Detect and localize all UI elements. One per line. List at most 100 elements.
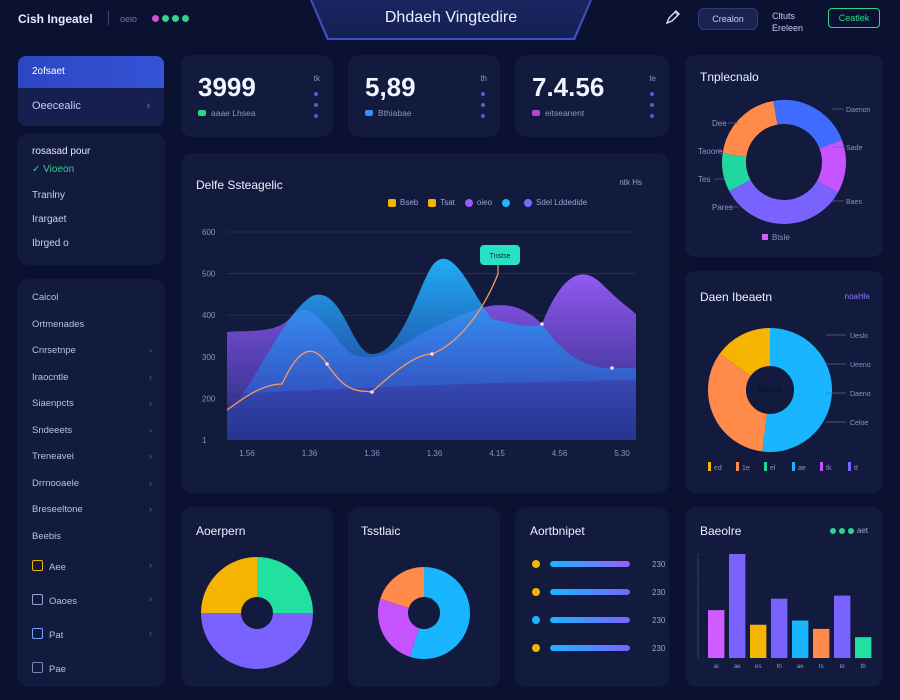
sidebar-nav-item[interactable]: Drrnooaele ›: [32, 478, 152, 489]
bar-chart-legend: aet: [829, 526, 868, 535]
sidebar-icon-item[interactable]: Pae: [32, 662, 152, 675]
sidebar-section-primary: rosasad pour ✓ Vioeon Tranlny Irargaet I…: [18, 134, 164, 264]
bar[interactable]: [855, 637, 872, 658]
chevron-right-icon: ›: [148, 594, 152, 605]
progress-row[interactable]: 230: [532, 614, 672, 626]
sidebar-item-overview[interactable]: Oeecealic ›: [18, 88, 164, 126]
pie-card-filter[interactable]: noaHle: [844, 292, 870, 301]
donut-slice[interactable]: [773, 100, 842, 150]
chevron-right-icon: ›: [148, 345, 152, 356]
header-action-button[interactable]: Ceatlek: [828, 8, 880, 28]
sidebar-icon-item[interactable]: Pat ›: [32, 628, 152, 641]
main-chart-card: Delfe Ssteagelic ntk Hs Bseb Tsat oieo Sdel…: [182, 154, 668, 492]
data-point[interactable]: [540, 322, 544, 326]
sidebar-nav-item[interactable]: Cnrsetnpe ›: [32, 345, 152, 356]
progress-row[interactable]: 230: [532, 642, 672, 654]
main-chart-title: Delfe Ssteagelic: [196, 178, 283, 192]
data-point[interactable]: [430, 352, 434, 356]
sidebar-nav-item[interactable]: Ortmenades: [32, 319, 152, 330]
sidebar-item-ibrged[interactable]: Ibrged o: [32, 238, 69, 249]
progress-dot: [532, 588, 540, 596]
pen-icon[interactable]: [664, 8, 682, 26]
legend-label: ed: [714, 465, 722, 472]
donut-slice[interactable]: [729, 179, 838, 224]
x-tick-label: ae: [797, 663, 805, 670]
header-button[interactable]: Crealon: [698, 8, 758, 30]
bar[interactable]: [813, 628, 830, 658]
progress-dot: [532, 644, 540, 652]
donut-slice[interactable]: [816, 139, 846, 193]
donut-slice[interactable]: [722, 100, 779, 158]
pie-card-title: Tnplecnalo: [700, 70, 759, 84]
donut-slice[interactable]: [380, 567, 426, 610]
kpi-unit: tk: [313, 74, 320, 83]
sidebar-icon-item[interactable]: Oaoes ›: [32, 594, 152, 607]
progress-track: [550, 617, 630, 623]
sidebar-item-vioeon[interactable]: ✓ Vioeon: [32, 164, 74, 175]
progress-row[interactable]: 230: [532, 558, 672, 570]
kpi-card-1[interactable]: 3999 tk aaae Lhsea: [182, 56, 332, 136]
kpi-card-2[interactable]: 5,89 th Bthiabae: [349, 56, 499, 136]
donut-slice[interactable]: [409, 567, 470, 659]
pie-label-left: Pares: [712, 203, 733, 212]
bar[interactable]: [729, 554, 746, 658]
chevron-right-icon: ›: [148, 424, 152, 436]
x-tick-label: ts: [819, 663, 825, 670]
x-tick-label: 5.30: [614, 449, 630, 458]
donut-slice[interactable]: [708, 353, 769, 452]
legend-item: Tsat: [428, 198, 455, 207]
sidebar-nav-item[interactable]: Breseeltone ›: [32, 504, 152, 515]
sidebar-nav-item[interactable]: Iraocntle ›: [32, 372, 152, 383]
bar[interactable]: [750, 624, 767, 658]
donut-center-label: Rione: [757, 384, 782, 394]
donut-slice[interactable]: [201, 557, 259, 615]
sidebar-nav-item[interactable]: Caicol: [32, 292, 152, 303]
sidebar-icon-item[interactable]: Aee ›: [32, 560, 152, 573]
progress-list-card: Aortbnipet 230 230 230 230: [516, 508, 668, 686]
donut-card-a: Aoerpern: [182, 508, 332, 686]
progress-row[interactable]: 230: [532, 586, 672, 598]
sidebar-item-active[interactable]: 2ofsaet: [18, 56, 164, 88]
kpi-dots: [650, 92, 654, 118]
main-chart-range[interactable]: ntk Hs: [619, 178, 642, 187]
donut-slice[interactable]: [201, 611, 313, 669]
legend-label: tk: [826, 465, 832, 472]
donut-slice[interactable]: [719, 328, 772, 377]
pie-label-left: Taoore: [698, 147, 723, 156]
bar-chart: ai ae es th ae ts te tb: [697, 553, 876, 670]
donut-slice[interactable]: [762, 328, 832, 452]
data-point[interactable]: [370, 390, 374, 394]
sidebar-nav-item[interactable]: Beebis: [32, 531, 152, 542]
progress-value: 230: [652, 587, 666, 597]
sidebar-nav-item[interactable]: Sndeeets ›: [32, 425, 152, 436]
donut-slice[interactable]: [255, 557, 313, 615]
bar[interactable]: [771, 598, 788, 658]
donut-slice[interactable]: [378, 598, 421, 657]
bar[interactable]: [708, 610, 725, 658]
data-point[interactable]: [325, 362, 329, 366]
bar-chart-legend-label: aet: [856, 526, 868, 535]
bar[interactable]: [834, 595, 851, 658]
chart-tooltip[interactable]: [480, 245, 520, 265]
x-tick-label: te: [839, 663, 845, 670]
header-user-info[interactable]: Cltuts Ereleen: [772, 10, 803, 34]
sidebar-section-nav: Caicol Ortmenades Cnrsetnpe › Iraocntle › Siae…: [18, 280, 164, 686]
sidebar-item-irargaet[interactable]: Irargaet: [32, 214, 67, 225]
sidebar-item-label: Ortmenades: [32, 318, 85, 330]
kpi-unit: th: [480, 74, 487, 83]
sidebar-item-label: Cnrsetnpe: [32, 345, 76, 356]
donut-title: Tsstlaic: [361, 524, 401, 538]
sidebar-item-tranlny[interactable]: Tranlny: [32, 190, 65, 201]
legend-swatch: [464, 198, 473, 207]
donut-slice[interactable]: [722, 153, 751, 192]
data-point[interactable]: [610, 366, 614, 370]
legend-swatch: [428, 198, 437, 207]
kpi-card-3[interactable]: 7.4.56 te eitseanent: [516, 56, 668, 136]
legend-swatch: [736, 462, 739, 471]
legend-item: Sdel Lddedide: [524, 198, 587, 207]
bar[interactable]: [792, 620, 809, 658]
sidebar-nav-item[interactable]: Treneavei ›: [32, 451, 152, 462]
orange-line-series: [226, 273, 499, 411]
x-tick-label: tb: [860, 663, 866, 670]
sidebar-nav-item[interactable]: Siaenpcts ›: [32, 398, 152, 409]
